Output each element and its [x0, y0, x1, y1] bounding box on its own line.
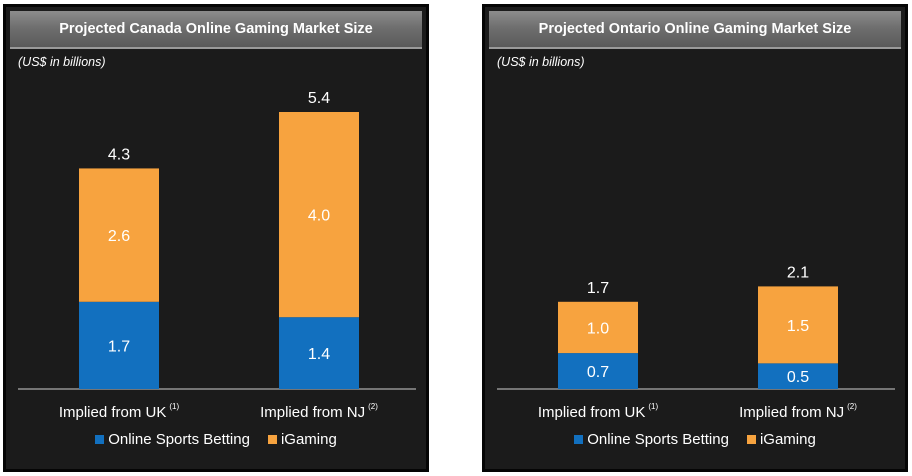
bar-segment-sports-betting-2 [758, 363, 838, 389]
canada-chart-panel: Projected Canada Online Gaming Market Si… [3, 4, 429, 472]
data-label: 4.0 [308, 208, 330, 225]
bar-segment-sports-betting-2 [279, 317, 359, 389]
total-label: 1.7 [587, 280, 609, 297]
data-label: 0.5 [787, 369, 809, 386]
canada-chart-title: Projected Canada Online Gaming Market Si… [10, 11, 422, 49]
total-label: 5.4 [308, 90, 330, 107]
legend-label-igaming: iGaming [759, 431, 816, 448]
data-label: 1.7 [108, 338, 130, 355]
ontario-chart-title: Projected Ontario Online Gaming Market S… [489, 11, 901, 49]
category-label: Implied from NJ (2) [260, 402, 378, 421]
category-footnote: (2) [368, 402, 378, 411]
ontario-chart-panel: Projected Ontario Online Gaming Market S… [482, 4, 908, 472]
category-footnote: (1) [648, 402, 658, 411]
data-label: 0.7 [587, 364, 609, 381]
canada-legend: Online Sports Betting iGaming [6, 431, 426, 448]
legend-swatch-sports-betting [95, 435, 105, 444]
legend-swatch-igaming [746, 435, 756, 444]
legend-item-sports-betting: Online Sports Betting [95, 431, 250, 448]
legend-item-igaming: iGaming [267, 431, 337, 448]
ontario-bar-chart: 0.7 1.0 1.7 Implied from UK (1) 0.5 1.5 2.1 Impl… [497, 264, 895, 421]
total-label: 2.1 [787, 264, 809, 281]
bar-segment-igaming-2 [758, 286, 838, 364]
bar-segment-sports-betting-1 [79, 301, 159, 389]
data-label: 1.4 [308, 346, 330, 363]
canada-units-note: (US$ in billions) [18, 55, 106, 69]
legend-label-sports-betting: Online Sports Betting [587, 431, 729, 448]
data-label: 2.6 [108, 228, 130, 245]
ontario-units-note: (US$ in billions) [497, 55, 585, 69]
bar-segment-sports-betting-1 [558, 353, 638, 389]
category-footnote: (1) [169, 402, 179, 411]
legend-swatch-sports-betting [574, 435, 584, 444]
bar-segment-igaming-2 [279, 112, 359, 318]
ontario-legend: Online Sports Betting iGaming [485, 431, 905, 448]
legend-swatch-igaming [267, 435, 277, 444]
category-label: Implied from NJ (2) [739, 402, 857, 421]
canada-bar-chart: 1.7 2.6 4.3 Implied from UK (1) 1.4 4.0 5.4 Impl… [18, 90, 416, 421]
data-label: 1.5 [787, 318, 809, 335]
category-label: Implied from UK (1) [59, 402, 180, 421]
category-footnote: (2) [847, 402, 857, 411]
total-label: 4.3 [108, 146, 130, 163]
bar-segment-igaming-1 [79, 168, 159, 302]
legend-label-igaming: iGaming [280, 431, 337, 448]
category-label: Implied from UK (1) [538, 402, 659, 421]
legend-item-igaming: iGaming [746, 431, 816, 448]
legend-label-sports-betting: Online Sports Betting [108, 431, 250, 448]
legend-item-sports-betting: Online Sports Betting [574, 431, 729, 448]
bar-segment-igaming-1 [558, 301, 638, 354]
data-label: 1.0 [587, 320, 609, 337]
